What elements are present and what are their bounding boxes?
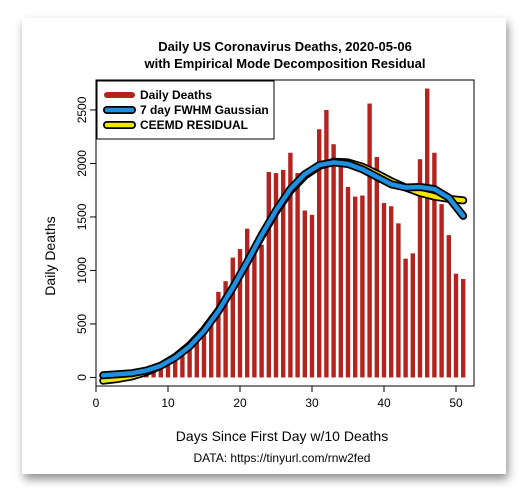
bar — [216, 291, 221, 378]
bar — [187, 342, 192, 378]
bar — [345, 186, 351, 378]
chart-title: Daily US Coronavirus Deaths, 2020-05-06 — [158, 39, 412, 54]
bar — [338, 164, 343, 378]
gaussian-line — [100, 160, 466, 378]
x-tick-label: 10 — [161, 396, 175, 410]
bar — [245, 228, 250, 378]
bar — [453, 273, 459, 378]
bar — [381, 203, 387, 378]
y-tick-label: 0 — [75, 374, 89, 381]
bar — [461, 279, 466, 378]
chart: Daily US Coronavirus Deaths, 2020-05-06 … — [42, 39, 475, 465]
chart-card: Daily US Coronavirus Deaths, 2020-05-06 … — [22, 18, 506, 474]
bar — [374, 157, 379, 378]
bar — [417, 159, 423, 378]
y-tick-label: 2500 — [75, 96, 89, 123]
bar — [396, 223, 401, 378]
y-axis-label: Daily Deaths — [42, 216, 58, 295]
bar — [389, 206, 394, 378]
bar — [237, 249, 243, 378]
bar — [360, 195, 365, 378]
bar — [288, 152, 293, 378]
legend-label: 7 day FWHM Gaussian — [140, 103, 269, 117]
bar — [324, 109, 329, 378]
bar — [194, 336, 199, 378]
bar — [252, 244, 257, 378]
bar — [259, 244, 264, 378]
bar — [425, 88, 430, 378]
bar — [331, 144, 336, 378]
plot-area: 0 10 20 30 40 50 0 500 1000 1500 2000 2500 — [75, 79, 475, 410]
bar — [230, 257, 235, 378]
x-tick-label: 0 — [93, 396, 100, 410]
bar — [165, 360, 171, 378]
bar — [209, 318, 214, 378]
bar — [158, 364, 163, 378]
bar — [223, 281, 228, 378]
legend-label: Daily Deaths — [140, 88, 212, 102]
bar — [446, 235, 451, 378]
legend-label: CEEMD RESIDUAL — [140, 118, 248, 132]
bar — [317, 129, 322, 378]
bar — [403, 258, 408, 378]
bar — [410, 253, 415, 378]
bar — [273, 173, 279, 378]
y-axis: 0 500 1000 1500 2000 2500 — [75, 96, 97, 381]
x-tick-label: 20 — [233, 396, 247, 410]
bar — [266, 172, 271, 378]
bar — [180, 349, 185, 378]
bar — [309, 214, 315, 378]
bar — [281, 169, 286, 378]
x-tick-label: 30 — [305, 396, 319, 410]
x-axis-label: Days Since First Day w/10 Deaths — [176, 428, 388, 444]
bar — [302, 210, 307, 378]
bar — [367, 103, 372, 378]
bar-series — [101, 88, 466, 378]
bar — [173, 356, 178, 378]
line-series — [99, 157, 468, 385]
bar — [439, 204, 444, 378]
bar — [295, 173, 300, 378]
bar — [201, 327, 207, 378]
y-tick-label: 500 — [75, 314, 89, 334]
y-tick-label: 1000 — [75, 257, 89, 284]
x-tick-label: 50 — [449, 396, 463, 410]
y-tick-label: 1500 — [75, 203, 89, 230]
chart-subtitle: with Empirical Mode Decomposition Residu… — [144, 56, 426, 71]
y-tick-label: 2000 — [75, 150, 89, 177]
x-axis: 0 10 20 30 40 50 — [93, 385, 463, 410]
data-source-caption: DATA: https://tinyurl.com/rnw2fed — [194, 451, 371, 465]
x-tick-label: 40 — [377, 396, 391, 410]
bar — [432, 152, 437, 378]
bar — [353, 196, 358, 378]
